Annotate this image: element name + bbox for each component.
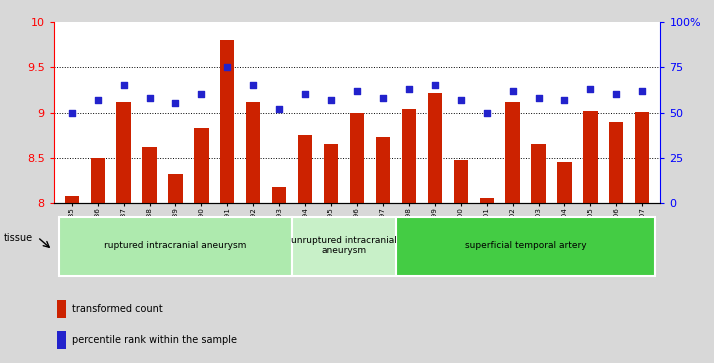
Bar: [453, 160, 468, 203]
Point: [351, 88, 363, 94]
Bar: [169, 174, 183, 203]
Bar: [506, 102, 520, 203]
Bar: [298, 135, 312, 203]
Bar: [558, 163, 572, 203]
Bar: [531, 144, 545, 203]
Bar: [350, 113, 364, 203]
Bar: [609, 122, 623, 203]
Bar: [59, 217, 292, 276]
Point: [585, 86, 596, 92]
Bar: [428, 93, 442, 203]
Bar: [246, 102, 261, 203]
Point: [403, 86, 415, 92]
Bar: [194, 128, 208, 203]
Point: [481, 110, 493, 115]
Point: [221, 64, 233, 70]
Point: [455, 97, 466, 103]
Point: [248, 82, 259, 88]
Bar: [480, 198, 494, 203]
Bar: [142, 147, 156, 203]
Point: [170, 101, 181, 106]
Bar: [402, 109, 416, 203]
Point: [196, 91, 207, 97]
Bar: [56, 331, 66, 349]
Point: [326, 97, 337, 103]
Text: transformed count: transformed count: [71, 304, 163, 314]
Point: [66, 110, 77, 115]
Text: unruptured intracranial
aneurysm: unruptured intracranial aneurysm: [291, 236, 397, 255]
Text: ruptured intracranial aneurysm: ruptured intracranial aneurysm: [104, 241, 246, 250]
Point: [533, 95, 544, 101]
Bar: [376, 137, 390, 203]
Point: [299, 91, 311, 97]
Text: tissue: tissue: [4, 233, 33, 243]
Bar: [292, 217, 396, 276]
Text: superficial temporal artery: superficial temporal artery: [465, 241, 586, 250]
Bar: [116, 102, 131, 203]
Point: [273, 106, 285, 112]
Bar: [56, 299, 66, 318]
Bar: [64, 196, 79, 203]
Point: [610, 91, 622, 97]
Point: [118, 82, 129, 88]
Point: [92, 97, 104, 103]
Bar: [635, 112, 650, 203]
Bar: [583, 111, 598, 203]
Point: [507, 88, 518, 94]
Bar: [272, 187, 286, 203]
Bar: [220, 40, 234, 203]
Bar: [324, 144, 338, 203]
Point: [377, 95, 388, 101]
Point: [559, 97, 570, 103]
Bar: [91, 158, 105, 203]
Point: [144, 95, 155, 101]
Point: [637, 88, 648, 94]
Bar: [396, 217, 655, 276]
Text: percentile rank within the sample: percentile rank within the sample: [71, 335, 237, 345]
Point: [429, 82, 441, 88]
